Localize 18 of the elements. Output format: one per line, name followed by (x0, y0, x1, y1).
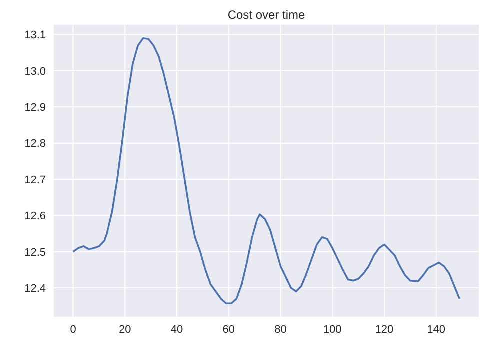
y-tick-label: 13.1 (24, 30, 46, 42)
x-tick-label: 60 (222, 324, 236, 336)
y-tick-label: 12.5 (24, 246, 46, 259)
x-tick-label: 0 (70, 324, 76, 336)
chart-title: Cost over time (226, 8, 306, 22)
x-tick-label: 100 (323, 324, 342, 336)
x-tick-label: 140 (427, 324, 446, 336)
y-tick-label: 12.8 (24, 138, 46, 150)
x-tick-label: 80 (274, 324, 287, 336)
y-tick-label: 13.0 (24, 66, 46, 78)
y-tick-label: 12.6 (24, 210, 46, 223)
y-tick-label: 12.9 (24, 102, 46, 114)
x-tick-label: 40 (170, 324, 184, 336)
y-tick-label: 12.4 (24, 282, 46, 295)
y-tick-label: 12.7 (24, 174, 46, 186)
x-tick-label: 120 (375, 324, 394, 336)
line-series (72, 37, 461, 305)
x-tick-label: 20 (119, 324, 132, 336)
